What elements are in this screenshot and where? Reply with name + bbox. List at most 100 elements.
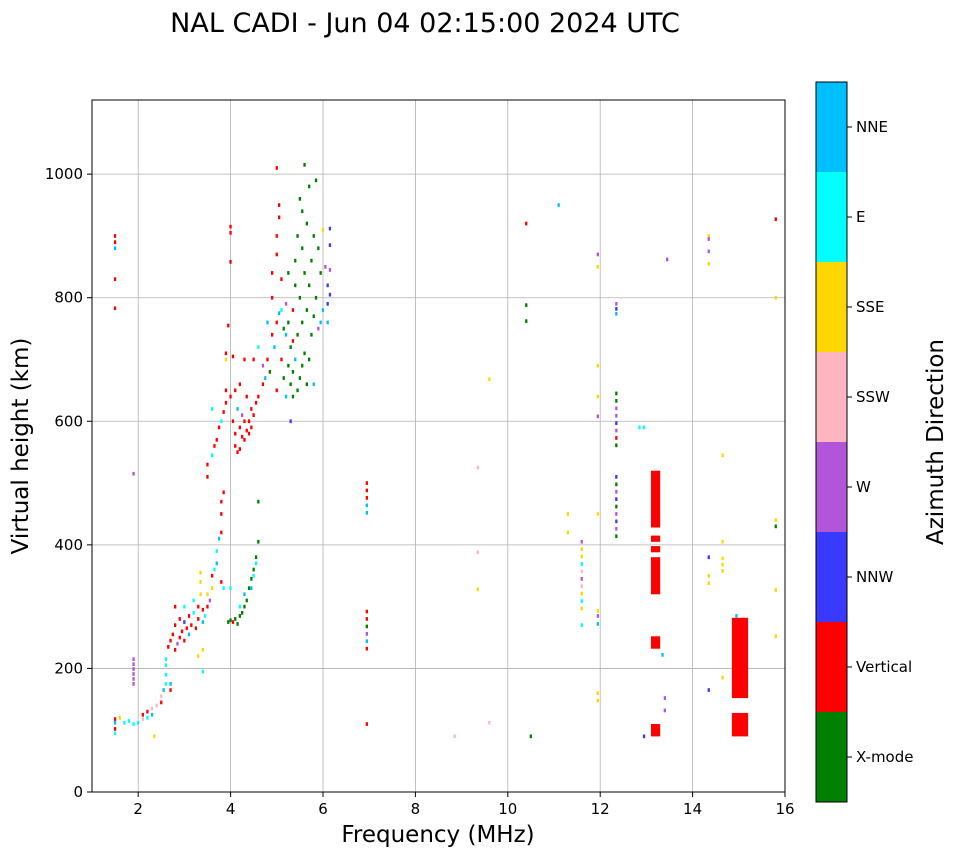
- data-point: [294, 283, 297, 288]
- data-point: [596, 622, 599, 626]
- data-point: [289, 345, 292, 349]
- data-point: [557, 203, 560, 207]
- data-point: [663, 708, 666, 713]
- data-point: [317, 246, 320, 251]
- data-point: [243, 604, 246, 609]
- data-point: [132, 722, 135, 726]
- data-point: [234, 431, 237, 436]
- data-point: [294, 258, 297, 263]
- data-point: [146, 716, 149, 720]
- data-point: [224, 388, 228, 393]
- data-point: [324, 265, 327, 269]
- data-block: [651, 470, 661, 528]
- colorbar-frame: [815, 81, 848, 803]
- data-point: [113, 720, 117, 725]
- data-point: [257, 499, 260, 504]
- data-point: [284, 394, 288, 399]
- data-point: [241, 413, 244, 417]
- data-point: [661, 653, 664, 657]
- data-point: [197, 617, 200, 621]
- data-point: [365, 624, 368, 629]
- data-point: [229, 618, 232, 623]
- data-point: [231, 419, 235, 424]
- data-point: [113, 246, 117, 251]
- data-point: [298, 295, 301, 300]
- data-point: [247, 419, 251, 424]
- data-point: [132, 672, 135, 676]
- data-point: [328, 292, 332, 297]
- data-point: [234, 388, 237, 393]
- colorbar-swatch: [816, 262, 847, 352]
- data-point: [615, 406, 618, 411]
- data-point: [273, 345, 276, 349]
- data-point: [774, 518, 777, 522]
- data-point: [146, 709, 149, 714]
- data-point: [250, 577, 253, 581]
- data-point: [289, 419, 292, 424]
- data-point: [476, 587, 479, 592]
- data-point: [238, 425, 241, 430]
- data-point: [241, 434, 244, 439]
- data-point: [252, 573, 255, 578]
- data-point: [153, 734, 156, 739]
- data-point: [183, 620, 186, 624]
- data-point: [199, 592, 202, 597]
- data-point: [213, 567, 216, 572]
- y-axis: 0 200 400 600 800 1000: [45, 165, 92, 801]
- data-block: [651, 535, 661, 542]
- data-point: [596, 265, 599, 269]
- data-point: [721, 569, 724, 573]
- data-block: [651, 636, 661, 649]
- data-point: [596, 252, 599, 257]
- data-point: [638, 425, 641, 430]
- data-point: [707, 249, 710, 254]
- data-point: [596, 698, 599, 703]
- data-point: [113, 306, 117, 311]
- data-point: [113, 234, 117, 238]
- data-point: [199, 570, 202, 575]
- data-point: [615, 512, 618, 516]
- data-point: [275, 252, 278, 257]
- data-point: [141, 717, 144, 721]
- data-point: [206, 462, 209, 467]
- colorbar-swatch: [816, 82, 847, 172]
- data-point: [774, 217, 777, 222]
- data-point: [169, 688, 172, 692]
- data-point: [236, 622, 239, 626]
- data-point: [301, 209, 304, 214]
- data-point: [721, 556, 724, 561]
- data-point: [291, 370, 295, 374]
- colorbar-tick-label: NNE: [856, 118, 888, 136]
- data-point: [312, 234, 315, 238]
- data-point: [178, 635, 181, 640]
- x-tick-label: 6: [318, 800, 328, 818]
- data-point: [220, 499, 223, 504]
- data-point: [291, 394, 295, 399]
- data-point: [257, 394, 260, 399]
- data-point: [365, 646, 368, 651]
- data-point: [278, 203, 281, 207]
- data-point: [287, 271, 290, 275]
- data-point: [666, 257, 669, 262]
- data-point: [192, 598, 195, 603]
- data-point: [234, 444, 237, 448]
- data-point: [365, 503, 368, 508]
- data-point: [317, 326, 320, 331]
- data-point: [275, 320, 278, 325]
- data-point: [296, 234, 299, 238]
- data-point: [229, 394, 232, 399]
- colorbar-tick-label: SSW: [856, 388, 890, 406]
- data-point: [615, 526, 618, 531]
- data-point: [252, 413, 255, 417]
- data-point: [236, 407, 239, 411]
- data-point: [774, 295, 777, 300]
- data-point: [303, 163, 306, 167]
- data-point: [243, 438, 246, 442]
- data-point: [291, 308, 295, 312]
- data-point: [280, 357, 283, 362]
- data-point: [580, 591, 583, 596]
- data-point: [123, 720, 126, 725]
- data-point: [229, 224, 232, 229]
- data-point: [596, 512, 599, 516]
